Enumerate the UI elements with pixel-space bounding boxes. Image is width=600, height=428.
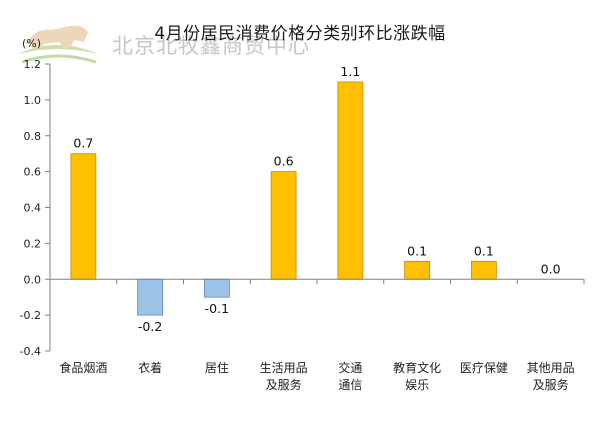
bar xyxy=(470,260,497,280)
data-label: 0.1 xyxy=(474,243,494,258)
category-label: 交通 xyxy=(338,360,362,375)
y-tick-label: 0.6 xyxy=(24,166,42,179)
category-label: 娱乐 xyxy=(405,378,429,392)
y-tick-label: -0.2 xyxy=(20,309,41,322)
category-label: 及服务 xyxy=(266,377,302,392)
y-axis: -0.4 -0.2 0.0 0.2 0.4 0.6 0.8 1.0 1.2 xyxy=(20,58,51,358)
data-labels: 0.7 -0.2 -0.1 0.6 1.1 0.1 0.1 0.0 xyxy=(73,64,560,334)
bars xyxy=(70,81,497,316)
data-label: -0.1 xyxy=(205,301,229,316)
y-tick-label: 0.8 xyxy=(24,130,42,143)
data-label: 1.1 xyxy=(340,64,360,79)
category-label: 及服务 xyxy=(533,377,569,392)
bar xyxy=(137,278,164,316)
category-label: 食品烟酒 xyxy=(59,360,107,375)
y-tick-label: 1.0 xyxy=(24,94,42,107)
data-label: 0.0 xyxy=(541,261,561,276)
y-tick-label: 0.4 xyxy=(24,202,42,215)
y-tick-label: 0.0 xyxy=(24,273,42,286)
bar xyxy=(404,260,431,280)
category-label: 通信 xyxy=(338,378,362,392)
y-tick-label: 0.2 xyxy=(24,237,42,250)
bar xyxy=(203,278,230,298)
data-label: 0.7 xyxy=(73,136,93,151)
category-label: 衣着 xyxy=(138,360,162,375)
x-axis xyxy=(49,278,585,285)
category-label: 教育文化 xyxy=(393,360,441,375)
bar xyxy=(337,81,364,280)
bar xyxy=(70,153,97,280)
chart-title: 4月份居民消费价格分类别环比涨跌幅 xyxy=(154,24,446,44)
data-label: 0.1 xyxy=(407,243,427,258)
y-axis-unit: (%) xyxy=(22,37,42,50)
bar xyxy=(270,171,297,280)
y-tick-label: 1.2 xyxy=(24,58,42,71)
category-label: 医疗保健 xyxy=(460,361,508,375)
category-label: 生活用品 xyxy=(260,361,308,375)
data-label: 0.6 xyxy=(274,154,294,169)
category-label: 居住 xyxy=(205,361,229,375)
category-label: 其他用品 xyxy=(527,361,575,375)
data-label: -0.2 xyxy=(138,319,162,334)
y-tick-label: -0.4 xyxy=(20,345,41,358)
